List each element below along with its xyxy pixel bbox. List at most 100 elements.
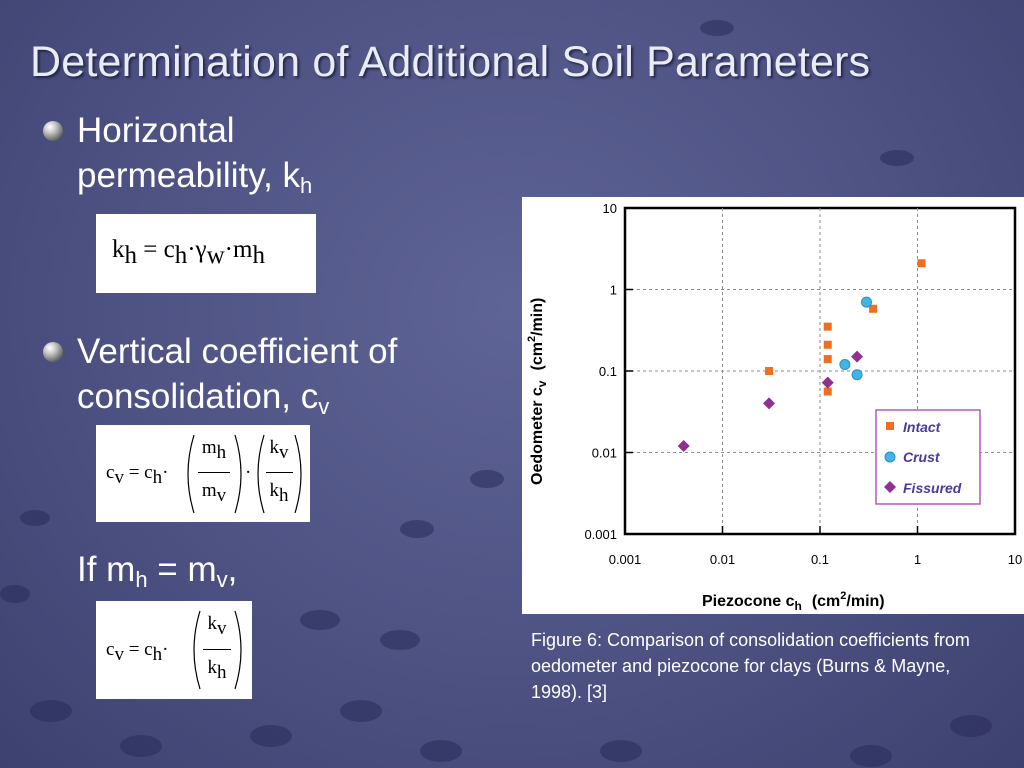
eq-subscript: v xyxy=(114,467,124,488)
data-point-fissured xyxy=(851,350,864,363)
bg-dot xyxy=(400,520,434,538)
bg-dot xyxy=(700,20,734,36)
y-tick-label: 10 xyxy=(603,201,617,216)
equation-kh-box: kh = ch·γw·mh xyxy=(96,214,316,293)
fraction-numerator: kv xyxy=(269,437,289,463)
y-tick-label: 0.01 xyxy=(592,446,617,461)
data-point-intact xyxy=(917,259,926,268)
data-point-crust xyxy=(839,359,851,371)
data-point-crust xyxy=(861,296,873,308)
x-tick-label: 0.1 xyxy=(811,552,829,567)
eq-symbol: m xyxy=(232,236,253,263)
y-axis-label: Oedometer cv(cm2/min) xyxy=(526,298,549,485)
bullet-sphere-icon xyxy=(43,342,63,362)
eq-subscript: h xyxy=(152,644,163,665)
axis-ticks xyxy=(624,207,1016,535)
eq-subscript: h xyxy=(124,242,138,269)
right-paren-icon xyxy=(234,434,242,514)
eq-subscript: v xyxy=(114,644,124,665)
bullet-horizontal-permeability: Horizontal permeability, kh xyxy=(77,108,312,208)
if-text: = m xyxy=(147,550,217,589)
fraction-denominator: kh xyxy=(207,657,227,683)
bg-dot xyxy=(20,510,50,526)
figure-caption: Figure 6: Comparison of consolidation co… xyxy=(531,630,970,702)
right-paren-icon xyxy=(294,434,302,514)
chart-legend: Intact Crust Fissured xyxy=(875,409,981,505)
data-point-intact xyxy=(823,340,832,349)
bullet-sphere-icon xyxy=(43,121,63,141)
y-tick-label: 1 xyxy=(610,283,617,298)
eq-subscript: h xyxy=(174,242,188,269)
eq-symbol: · xyxy=(245,462,252,483)
data-point-intact xyxy=(823,322,832,331)
equation-cv-general-box: cv = ch· mh mv · kv kh xyxy=(96,425,310,522)
data-point-crust xyxy=(851,369,863,381)
legend-label-crust: Crust xyxy=(903,449,941,465)
fraction-denominator: kh xyxy=(269,480,289,506)
bullet-line: Horizontal xyxy=(77,111,235,150)
eq-symbol: k xyxy=(112,236,125,263)
legend-label-intact: Intact xyxy=(903,419,942,435)
data-points xyxy=(677,259,926,453)
data-point-intact xyxy=(823,355,832,364)
bg-dot xyxy=(950,715,992,737)
fraction-numerator: mh xyxy=(201,437,227,463)
bg-dot xyxy=(0,585,30,603)
bg-dot xyxy=(880,150,914,166)
eq-symbol: c xyxy=(106,639,115,660)
eq-symbol: c xyxy=(106,462,115,483)
x-axis-label: Piezocone ch (cm2/min) xyxy=(702,590,885,613)
legend-circle-marker-icon xyxy=(884,451,896,463)
bullet-text: permeability, k xyxy=(77,156,301,195)
eq-symbol: · xyxy=(224,236,233,263)
bg-dot xyxy=(600,740,642,762)
legend-square-marker-icon xyxy=(886,422,894,430)
chart-svg: 0.001 0.01 0.1 1 10 0.001 0.01 0.1 1 10 Piezocon… xyxy=(526,201,1023,613)
eq-symbol: γ xyxy=(195,236,207,263)
y-tick-label: 0.001 xyxy=(584,527,617,542)
bullet-line: Vertical coefficient of xyxy=(77,332,398,371)
legend-diamond-marker-icon xyxy=(884,481,896,493)
bg-dot xyxy=(380,630,420,650)
x-tick-labels: 0.001 0.01 0.1 1 10 xyxy=(609,552,1023,567)
bg-dot xyxy=(850,745,892,767)
fraction-numerator: kv xyxy=(207,613,227,639)
left-paren-icon xyxy=(257,434,265,514)
eq-symbol: · xyxy=(162,639,169,660)
equation-cv-lhs: cv = ch· xyxy=(106,462,168,489)
left-paren-icon xyxy=(187,434,195,514)
eq-symbol: · xyxy=(162,462,169,483)
fraction-bar xyxy=(198,472,230,473)
fraction-denominator: mv xyxy=(201,480,227,506)
y-tick-labels: 0.001 0.01 0.1 1 10 xyxy=(584,201,617,542)
if-text: , xyxy=(227,550,238,589)
data-point-intact xyxy=(823,387,832,396)
equation-cv-simplified-box: cv = ch· kv kh xyxy=(96,601,252,699)
bullet-text: consolidation, c xyxy=(77,377,319,416)
bg-dot xyxy=(420,740,462,762)
equation-kh: kh = ch·γw·mh xyxy=(112,236,265,270)
scatter-chart: 0.001 0.01 0.1 1 10 0.001 0.01 0.1 1 10 Piezocon… xyxy=(522,197,1024,614)
data-point-fissured xyxy=(677,440,690,453)
eq-subscript: h xyxy=(152,467,163,488)
bg-dot xyxy=(470,470,504,488)
fraction-bar xyxy=(266,472,293,473)
x-tick-label: 0.001 xyxy=(609,552,642,567)
legend-label-fissured: Fissured xyxy=(903,480,962,496)
x-tick-label: 10 xyxy=(1008,552,1022,567)
data-point-fissured xyxy=(763,397,776,410)
x-tick-label: 1 xyxy=(914,552,921,567)
eq-symbol: = c xyxy=(123,462,153,483)
y-tick-label: 0.1 xyxy=(599,364,617,379)
subscript: v xyxy=(216,567,228,592)
left-paren-icon xyxy=(193,610,201,690)
bullet-line: consolidation, cv xyxy=(77,374,397,429)
subscript: h xyxy=(300,173,313,198)
bg-dot xyxy=(30,700,72,722)
if-text: If m xyxy=(77,550,136,589)
slide-title: Determination of Additional Soil Paramet… xyxy=(30,38,871,86)
eq-symbol: · xyxy=(187,236,196,263)
if-mh-equals-mv: If mh = mv, xyxy=(77,550,237,593)
data-point-intact xyxy=(765,367,774,375)
eq-subscript: h xyxy=(252,242,265,269)
